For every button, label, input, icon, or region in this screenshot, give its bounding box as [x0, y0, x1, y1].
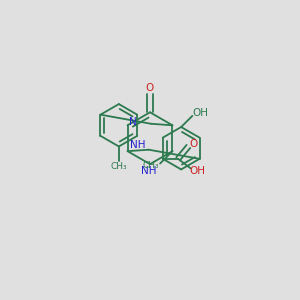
Text: N: N: [129, 117, 137, 127]
Text: OH: OH: [190, 166, 206, 176]
Text: O: O: [190, 139, 198, 148]
Text: NH: NH: [130, 140, 146, 150]
Text: CH₃: CH₃: [110, 162, 127, 171]
Text: OH: OH: [192, 109, 208, 118]
Text: NH: NH: [141, 166, 156, 176]
Text: O: O: [146, 82, 154, 93]
Text: CH₃: CH₃: [143, 161, 160, 170]
